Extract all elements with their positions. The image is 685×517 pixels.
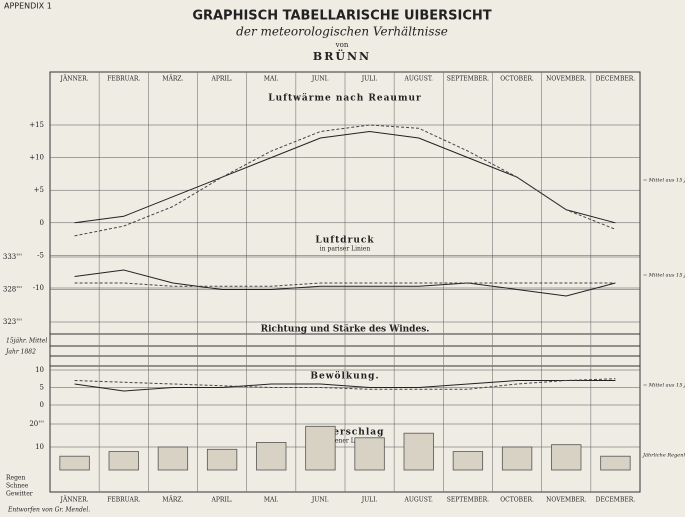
panel-title: Niederschlag: [306, 428, 385, 438]
rain-label: Regen: [6, 475, 25, 482]
wind-row: Jahr 1882: [4, 349, 36, 356]
y-tick-label: +5: [34, 186, 44, 194]
y-tick-label: 10: [35, 366, 44, 374]
x-tick-label: OCTOBER.: [500, 76, 534, 83]
snow-label: Schnee: [6, 483, 29, 490]
series-line: [74, 269, 616, 297]
panel-title: Luftwärme nach Reaumur: [268, 93, 422, 104]
x-tick-label: FEBRUAR.: [107, 497, 140, 504]
bar: [551, 444, 582, 471]
bar: [305, 425, 336, 471]
bar: [206, 448, 238, 471]
bar: [157, 446, 189, 471]
y-tick-label: 0: [40, 401, 44, 409]
panel-subtitle: in pariser Linien: [320, 246, 371, 253]
bar: [59, 455, 90, 471]
panel-title: Bewölkung.: [310, 371, 379, 382]
y-tick-label: +15: [29, 121, 44, 129]
von: von: [335, 41, 349, 49]
y-tick-label: -10: [33, 284, 44, 292]
x-tick-label: APRIL.: [211, 497, 233, 504]
storm-label: Gewitter: [6, 491, 33, 498]
wind-row: 15jähr. Mittel: [6, 338, 47, 345]
annotation: = Mittel aus 15 Jahren 328'86 (739'60 mm…: [643, 272, 685, 279]
y-tick-label: -5: [37, 251, 44, 259]
y-tick-label: 5: [40, 384, 44, 392]
x-tick-label: MÄRZ.: [162, 76, 183, 83]
annotation: = Mittel aus 15 Jahren + 6'65: [643, 178, 685, 184]
bar: [501, 446, 533, 471]
x-tick-label: SEPTEMBER.: [447, 497, 489, 504]
subtitle: der meteorologischen Verhältnisse: [236, 25, 448, 39]
series-line: [74, 282, 616, 287]
y-tick-label: 333''': [3, 253, 22, 261]
appendix: APPENDIX 1: [4, 2, 52, 11]
place: BRÜNN: [313, 49, 371, 63]
x-tick-label: FEBRUAR.: [107, 76, 140, 83]
bar: [600, 455, 631, 471]
y-tick-label: 328''': [3, 286, 22, 294]
bar: [452, 451, 484, 471]
annotation: Jährliche Regenhöhe im Mittel aus 15 Jah…: [642, 453, 685, 459]
series-line: [74, 378, 616, 390]
x-tick-label: AUGUST.: [404, 76, 433, 83]
x-tick-label: JULI.: [361, 497, 378, 504]
series-line: [74, 380, 616, 392]
bar: [403, 432, 434, 471]
y-tick-label: 323''': [3, 318, 22, 326]
y-tick-label: 20''': [29, 420, 44, 428]
x-tick-label: MAI.: [264, 76, 279, 83]
panel-subtitle: in wiener Linien: [320, 438, 370, 445]
panel-title: Luftdruck: [315, 236, 374, 246]
x-tick-label: JÄNNER.: [60, 497, 89, 504]
y-tick-label: 10: [35, 443, 44, 451]
x-tick-label: DECEMBER.: [596, 76, 636, 83]
x-tick-label: AUGUST.: [404, 497, 433, 504]
bar: [256, 441, 287, 471]
x-tick-label: JULI.: [361, 76, 378, 83]
title: GRAPHISCH TABELLARISCHE UIBERSICHT: [192, 9, 491, 24]
x-tick-label: JÄNNER.: [60, 76, 89, 83]
bar: [108, 451, 139, 471]
x-tick-label: JUNI.: [311, 76, 329, 83]
x-tick-label: NOVEMBER.: [546, 76, 586, 83]
x-tick-label: APRIL.: [211, 76, 233, 83]
annotation: = Mittel aus 15 Jahren 5'45: [643, 383, 685, 389]
bar: [354, 437, 385, 471]
y-tick-label: +10: [29, 154, 44, 162]
x-tick-label: NOVEMBER.: [546, 497, 586, 504]
series-line: [74, 124, 616, 237]
x-tick-label: DECEMBER.: [596, 497, 636, 504]
y-tick-label: 0: [40, 219, 44, 227]
x-tick-label: JUNI.: [311, 497, 329, 504]
x-tick-label: SEPTEMBER.: [447, 76, 489, 83]
x-tick-label: MAI.: [264, 497, 279, 504]
author: Entworfen von Gr. Mendel.: [7, 507, 90, 514]
x-tick-label: OCTOBER.: [500, 497, 534, 504]
x-tick-label: MÄRZ.: [162, 497, 183, 504]
